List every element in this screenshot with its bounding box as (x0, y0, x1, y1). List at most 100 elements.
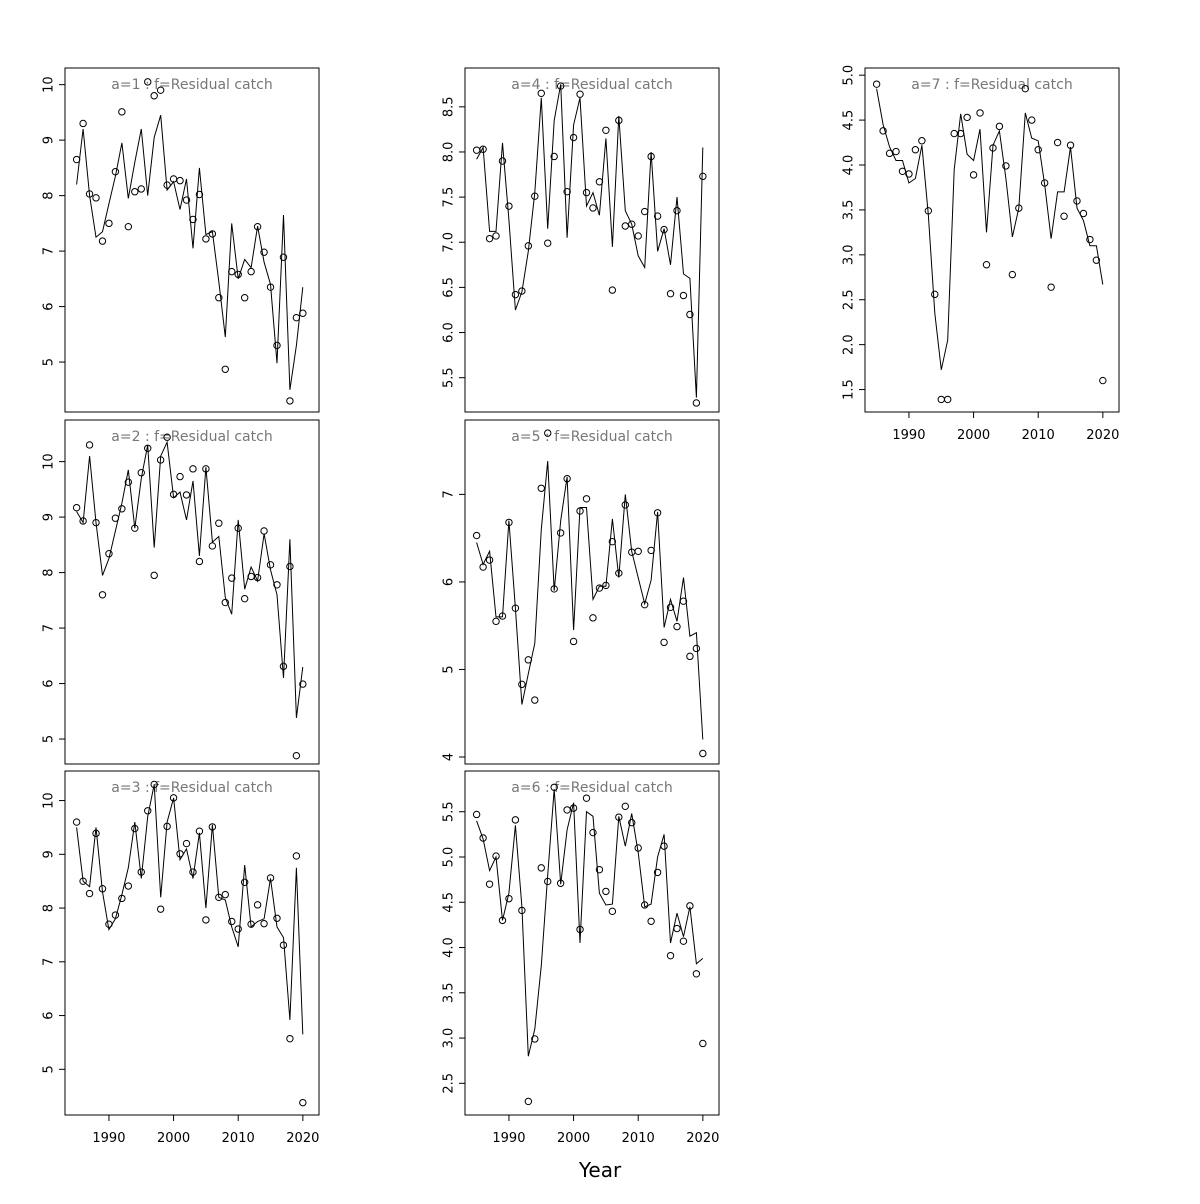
observed-point (563, 806, 571, 814)
observed-point (995, 122, 1004, 131)
observed-point (131, 824, 139, 833)
observed-point (595, 584, 604, 592)
observed-point (182, 839, 191, 848)
y-tick-label: 7 (42, 247, 57, 255)
y-tick-label: 3.5 (842, 200, 857, 221)
observed-point (660, 638, 668, 647)
panel-5: a=5 : f=Residual catch 4 5 6 7 (442, 419, 720, 765)
panel-frame (64, 770, 320, 1116)
panel-4: a=4 : f=Residual catch 5.5 6.0 6.5 7.0 7.5 8.0… (442, 67, 720, 413)
observed-point (550, 585, 558, 593)
observed-point (105, 550, 113, 558)
observed-point (150, 92, 158, 100)
observed-point (202, 235, 210, 243)
observed-point (247, 267, 255, 276)
x-tick-label: 2020 (286, 1131, 319, 1146)
observed-point (144, 78, 152, 86)
observed-point (150, 571, 158, 580)
observed-point (72, 503, 81, 512)
observed-point (234, 925, 242, 933)
observed-point (279, 662, 288, 671)
observed-point (131, 188, 139, 196)
observed-point (1092, 256, 1101, 264)
observed-point (286, 562, 294, 571)
observed-point (1008, 270, 1017, 279)
y-tick-label: 5.0 (442, 847, 457, 868)
observed-point (266, 283, 275, 291)
y-tick-label: 9 (42, 850, 57, 858)
observed-point (576, 90, 584, 98)
observed-point (85, 889, 94, 898)
observed-point (666, 951, 675, 960)
observed-point (673, 622, 681, 631)
observed-point (621, 222, 629, 230)
observed-point (202, 465, 210, 473)
y-tick-label: 7 (42, 958, 57, 966)
observed-point (898, 167, 907, 175)
observed-point (279, 941, 288, 949)
observed-point (485, 556, 494, 564)
observed-point (576, 925, 584, 934)
observed-point (182, 491, 191, 499)
observed-point (686, 310, 694, 319)
y-tick-label: 1.5 (842, 379, 857, 400)
observed-point (150, 780, 158, 789)
observed-point (937, 395, 945, 404)
y-tick-label: 4.0 (442, 937, 457, 958)
observed-point (72, 818, 81, 826)
observed-point (286, 1034, 294, 1043)
observed-point (79, 119, 87, 128)
observed-point (221, 365, 229, 373)
y-tick-label: 4 (442, 753, 457, 761)
y-tick-label: 5 (442, 665, 457, 673)
observed-point (582, 794, 591, 802)
observed-point (124, 222, 133, 231)
observed-point (234, 270, 242, 279)
observed-point (195, 190, 204, 199)
observed-point (98, 237, 107, 245)
observed-point (1079, 209, 1088, 218)
observed-point (563, 187, 571, 196)
observed-point (472, 146, 481, 154)
observed-point (1021, 84, 1029, 93)
panel-frame (464, 770, 720, 1116)
panel-frame (464, 67, 720, 413)
observed-point (660, 225, 668, 234)
y-tick-label: 2.5 (442, 1073, 457, 1094)
observed-point (492, 232, 500, 240)
observed-point (686, 902, 694, 910)
observed-point (240, 878, 249, 886)
observed-point (640, 600, 649, 609)
observed-point (485, 234, 494, 243)
x-tick-label: 2000 (157, 1131, 190, 1146)
observed-point (647, 546, 655, 555)
observed-point (479, 145, 487, 153)
observed-point (260, 248, 268, 256)
observed-point (892, 147, 900, 156)
observed-point (266, 561, 275, 569)
observed-point (569, 637, 578, 646)
x-tick-label: 1990 (892, 428, 925, 443)
observed-point (531, 696, 539, 704)
y-tick-label: 3.0 (442, 1028, 457, 1049)
observed-point (118, 894, 126, 903)
y-tick-label: 8.0 (442, 142, 457, 163)
observed-point (105, 219, 113, 228)
observed-point (131, 524, 139, 532)
fitted-line (876, 88, 1104, 370)
observed-point (679, 291, 688, 300)
panel-title: a=3 : f=Residual catch (111, 780, 272, 796)
fitted-line (76, 440, 304, 718)
observed-point (253, 573, 262, 582)
observed-point (660, 842, 668, 850)
observed-point (240, 294, 249, 302)
observed-point (511, 290, 520, 299)
y-tick-label: 6.0 (442, 322, 457, 343)
observed-point (169, 794, 178, 802)
observed-point (550, 152, 558, 161)
observed-point (628, 818, 636, 827)
observed-point (1028, 116, 1036, 124)
panel-frame (64, 419, 320, 765)
observed-point (208, 823, 217, 831)
